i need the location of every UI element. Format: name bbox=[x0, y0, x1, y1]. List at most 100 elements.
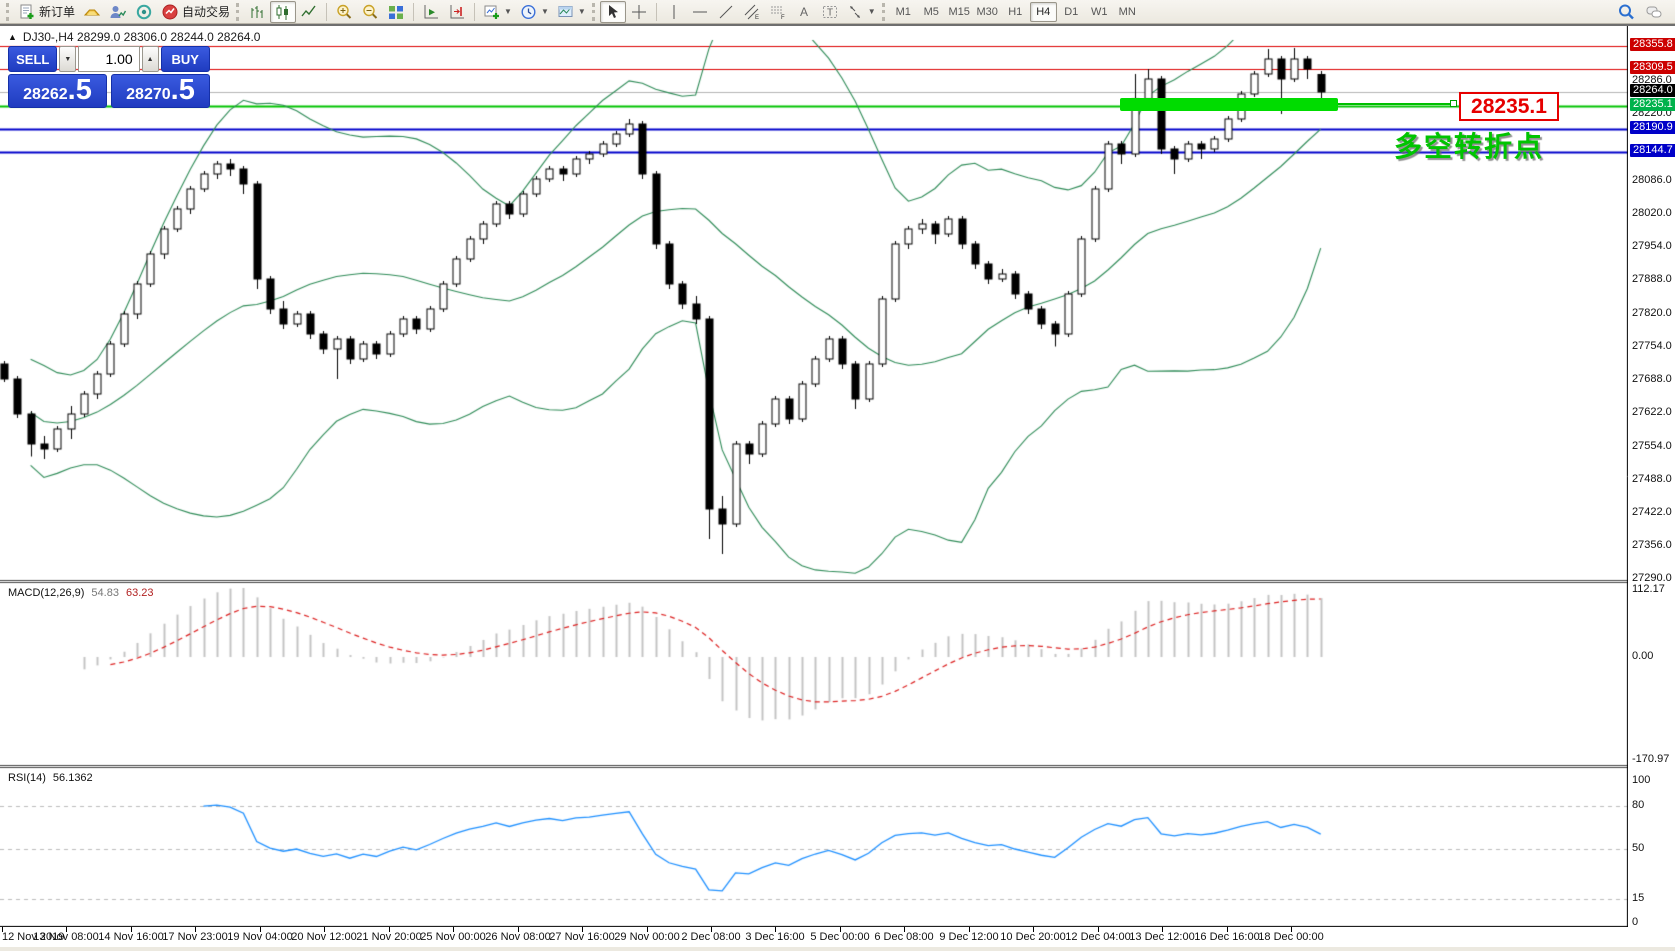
symbol-ohlc-text: DJ30-,H4 28299.0 28306.0 28244.0 28264.0 bbox=[22, 30, 261, 44]
time-axis-tick bbox=[260, 927, 261, 932]
price-chart-canvas[interactable] bbox=[0, 26, 1628, 927]
indicators-icon bbox=[483, 3, 501, 21]
timeframe-group: M1 M5 M15 M30 H1 H4 D1 W1 MN bbox=[890, 1, 1141, 22]
new-order-label: 新订单 bbox=[39, 5, 76, 19]
chart-window: ▲ DJ30-,H4 28299.0 28306.0 28244.0 28264… bbox=[0, 24, 1675, 951]
price-axis-label: 28286.0 bbox=[1632, 74, 1672, 86]
time-axis-tick bbox=[2, 927, 3, 932]
search-icon[interactable] bbox=[1617, 3, 1635, 21]
time-axis-label: 20 Nov 12:00 bbox=[291, 931, 357, 943]
timeframe-button-W1[interactable]: W1 bbox=[1090, 5, 1108, 18]
toolbar-grip[interactable] bbox=[881, 2, 886, 21]
time-axis-label: 2 Dec 08:00 bbox=[681, 931, 741, 943]
buy-price-display[interactable]: 28270.5 bbox=[111, 74, 210, 108]
indicators-menu-button[interactable]: ▼ bbox=[479, 1, 516, 23]
highlight-bar-annotation[interactable] bbox=[1120, 98, 1338, 111]
time-axis-tick bbox=[195, 927, 196, 932]
macd-main-value: 54.83 bbox=[91, 587, 119, 599]
indicator-scale-label: 0.00 bbox=[1632, 650, 1654, 662]
timeframe-button-M30[interactable]: M30 bbox=[976, 5, 998, 18]
cursor-tool-button[interactable] bbox=[599, 0, 626, 23]
time-axis[interactable]: 12 Nov 2019 13 Nov 08:00 14 Nov 16:00 17 No… bbox=[0, 927, 1675, 947]
cursor-icon bbox=[604, 3, 622, 21]
new-order-button[interactable]: 新订单 bbox=[14, 1, 79, 23]
volume-increase-button[interactable]: ▲ bbox=[141, 46, 159, 72]
toolbar-grip[interactable] bbox=[236, 2, 240, 21]
pivot-point-text[interactable]: 多空转折点 bbox=[1394, 131, 1545, 162]
timeframe-button-H4[interactable]: H4 bbox=[1029, 1, 1057, 22]
timeframe-button-H1[interactable]: H1 bbox=[1008, 5, 1023, 18]
time-axis-tick bbox=[969, 927, 970, 932]
signals-button[interactable] bbox=[131, 1, 157, 23]
price-axis-label: 27888.0 bbox=[1632, 273, 1672, 285]
sell-button[interactable]: SELL bbox=[8, 46, 58, 72]
toolbar-grip[interactable] bbox=[6, 2, 10, 21]
market-watch-button[interactable] bbox=[79, 1, 105, 23]
vertical-line-icon bbox=[665, 3, 683, 21]
timeframe-button-MN[interactable]: MN bbox=[1118, 5, 1136, 18]
fibonacci-tool-button[interactable]: F bbox=[765, 1, 791, 23]
auto-scroll-button[interactable] bbox=[418, 1, 444, 23]
fibonacci-icon: F bbox=[769, 3, 787, 21]
timeframe-button-M15[interactable]: M15 bbox=[948, 5, 970, 18]
chat-icon[interactable] bbox=[1645, 3, 1663, 21]
time-axis-label: 17 Nov 23:00 bbox=[162, 931, 228, 943]
buy-button[interactable]: BUY bbox=[160, 46, 210, 72]
tile-windows-icon bbox=[387, 3, 405, 21]
line-chart-icon bbox=[300, 3, 318, 21]
profile-chart-icon bbox=[109, 3, 127, 21]
arrows-menu-button[interactable]: ▼ bbox=[843, 1, 880, 23]
time-axis-label: 9 Dec 12:00 bbox=[939, 931, 999, 943]
timeframe-button-M5[interactable]: M5 bbox=[923, 5, 939, 18]
text-label-tool-button[interactable]: T bbox=[817, 1, 843, 23]
auto-trading-button[interactable]: 自动交易 bbox=[157, 1, 234, 23]
templates-menu-button[interactable]: ▼ bbox=[553, 1, 590, 23]
volume-input[interactable]: 1.00 bbox=[78, 46, 140, 72]
crosshair-tool-button[interactable] bbox=[626, 1, 652, 23]
price-axis-label: 27820.0 bbox=[1632, 307, 1672, 319]
horizontal-line-tool-button[interactable] bbox=[687, 1, 713, 23]
trendline-tool-button[interactable] bbox=[713, 1, 739, 23]
line-chart-button[interactable] bbox=[296, 1, 322, 23]
dropdown-caret-icon: ▼ bbox=[540, 7, 549, 16]
bar-chart-button[interactable] bbox=[244, 1, 270, 23]
tile-windows-button[interactable] bbox=[383, 1, 409, 23]
zoom-out-button[interactable] bbox=[357, 1, 383, 23]
window-bottom-strip bbox=[0, 947, 1675, 951]
time-axis-label: 26 Nov 08:00 bbox=[485, 931, 551, 943]
indicator-scale-label: -170.97 bbox=[1632, 752, 1670, 765]
zoom-in-button[interactable] bbox=[331, 1, 357, 23]
time-axis-label: 13 Dec 12:00 bbox=[1129, 931, 1195, 943]
time-axis-label: 21 Nov 20:00 bbox=[356, 931, 422, 943]
channel-icon: E bbox=[743, 3, 761, 21]
price-axis-badge: 28235.1 bbox=[1630, 98, 1675, 112]
price-callout-box[interactable]: 28235.1 bbox=[1459, 92, 1559, 121]
auto-scroll-icon bbox=[422, 3, 440, 21]
text-tool-button[interactable]: A bbox=[791, 1, 817, 23]
price-axis-label: 27356.0 bbox=[1632, 539, 1672, 551]
sell-price-display[interactable]: 28262.5 bbox=[8, 74, 107, 108]
svg-text:F: F bbox=[781, 15, 785, 21]
timeframe-button-M1[interactable]: M1 bbox=[895, 5, 911, 18]
price-axis-badge: 28355.8 bbox=[1630, 38, 1675, 52]
time-axis-tick bbox=[324, 927, 325, 932]
time-axis-tick bbox=[904, 927, 905, 932]
equidistant-channel-tool-button[interactable]: E bbox=[739, 1, 765, 23]
data-window-button[interactable] bbox=[105, 1, 131, 23]
price-axis-badge: 28144.7 bbox=[1630, 143, 1675, 157]
annotation-anchor-handle[interactable] bbox=[1450, 100, 1457, 107]
new-order-icon bbox=[18, 3, 36, 21]
timeframe-button-D1[interactable]: D1 bbox=[1064, 5, 1079, 18]
candlestick-chart-button[interactable] bbox=[270, 0, 297, 23]
volume-decrease-button[interactable]: ▼ bbox=[59, 46, 77, 72]
one-click-collapse-icon[interactable]: ▲ bbox=[8, 32, 17, 42]
vertical-line-tool-button[interactable] bbox=[661, 1, 687, 23]
toolbar-grip[interactable] bbox=[591, 2, 596, 21]
price-axis[interactable]: 28286.0 28220.0 28086.0 28020.0 27954.0 27888… bbox=[1629, 26, 1675, 928]
chart-shift-button[interactable] bbox=[444, 1, 470, 23]
time-axis-tick bbox=[775, 927, 776, 932]
periods-menu-button[interactable]: ▼ bbox=[516, 1, 553, 23]
toolbar: 新订单 自动交易 bbox=[0, 0, 1675, 24]
time-axis-label: 19 Nov 04:00 bbox=[227, 931, 293, 943]
